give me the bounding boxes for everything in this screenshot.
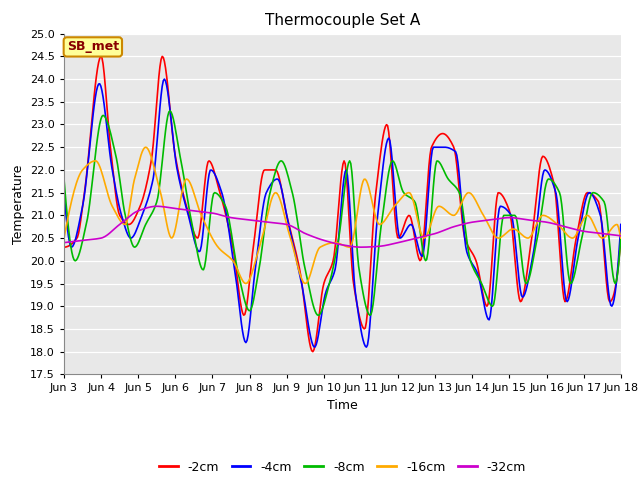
-4cm [329, 274, 337, 279]
-2cm [327, 265, 335, 271]
Line: -4cm: -4cm [64, 79, 621, 347]
-8cm [364, 309, 371, 314]
-16cm [141, 144, 149, 150]
Line: -2cm: -2cm [64, 56, 621, 352]
Legend: -2cm, -4cm, -8cm, -16cm, -32cm: -2cm, -4cm, -8cm, -16cm, -32cm [154, 456, 531, 479]
X-axis label: Time: Time [327, 399, 358, 412]
-8cm [315, 312, 323, 318]
-8cm [519, 264, 527, 270]
-32cm [394, 240, 401, 246]
-4cm [326, 280, 333, 286]
-4cm [364, 342, 371, 348]
-16cm [242, 281, 250, 287]
-32cm [357, 244, 365, 250]
-2cm [606, 299, 614, 305]
-32cm [326, 239, 333, 245]
-2cm [617, 235, 625, 241]
-4cm [519, 294, 527, 300]
-2cm [309, 349, 317, 355]
-16cm [60, 235, 68, 241]
Y-axis label: Temperature: Temperature [12, 164, 24, 244]
-32cm [60, 240, 68, 245]
-16cm [364, 180, 371, 186]
Text: SB_met: SB_met [67, 40, 119, 53]
-32cm [153, 204, 161, 209]
Title: Thermocouple Set A: Thermocouple Set A [265, 13, 420, 28]
-16cm [327, 240, 335, 246]
-32cm [617, 233, 625, 239]
-4cm [394, 224, 401, 230]
-2cm [330, 253, 338, 259]
-2cm [519, 295, 527, 301]
-32cm [364, 244, 371, 250]
-8cm [394, 170, 401, 176]
-2cm [60, 244, 68, 250]
-8cm [617, 235, 625, 241]
-32cm [519, 216, 527, 222]
-4cm [60, 190, 68, 195]
Line: -8cm: -8cm [64, 111, 621, 315]
-2cm [158, 53, 166, 59]
-32cm [606, 231, 614, 237]
-4cm [362, 344, 370, 350]
-32cm [329, 240, 337, 246]
-16cm [330, 240, 338, 246]
-8cm [330, 261, 338, 266]
-8cm [166, 108, 174, 114]
-8cm [606, 241, 614, 247]
-8cm [327, 276, 335, 281]
Line: -16cm: -16cm [64, 147, 621, 284]
-16cm [394, 200, 401, 205]
-4cm [606, 297, 614, 303]
-2cm [364, 309, 371, 314]
-4cm [617, 222, 625, 228]
-16cm [519, 232, 527, 238]
-8cm [60, 176, 68, 182]
-16cm [617, 235, 625, 241]
-16cm [606, 228, 614, 234]
-2cm [394, 235, 401, 240]
Line: -32cm: -32cm [64, 206, 621, 247]
-4cm [161, 76, 168, 82]
